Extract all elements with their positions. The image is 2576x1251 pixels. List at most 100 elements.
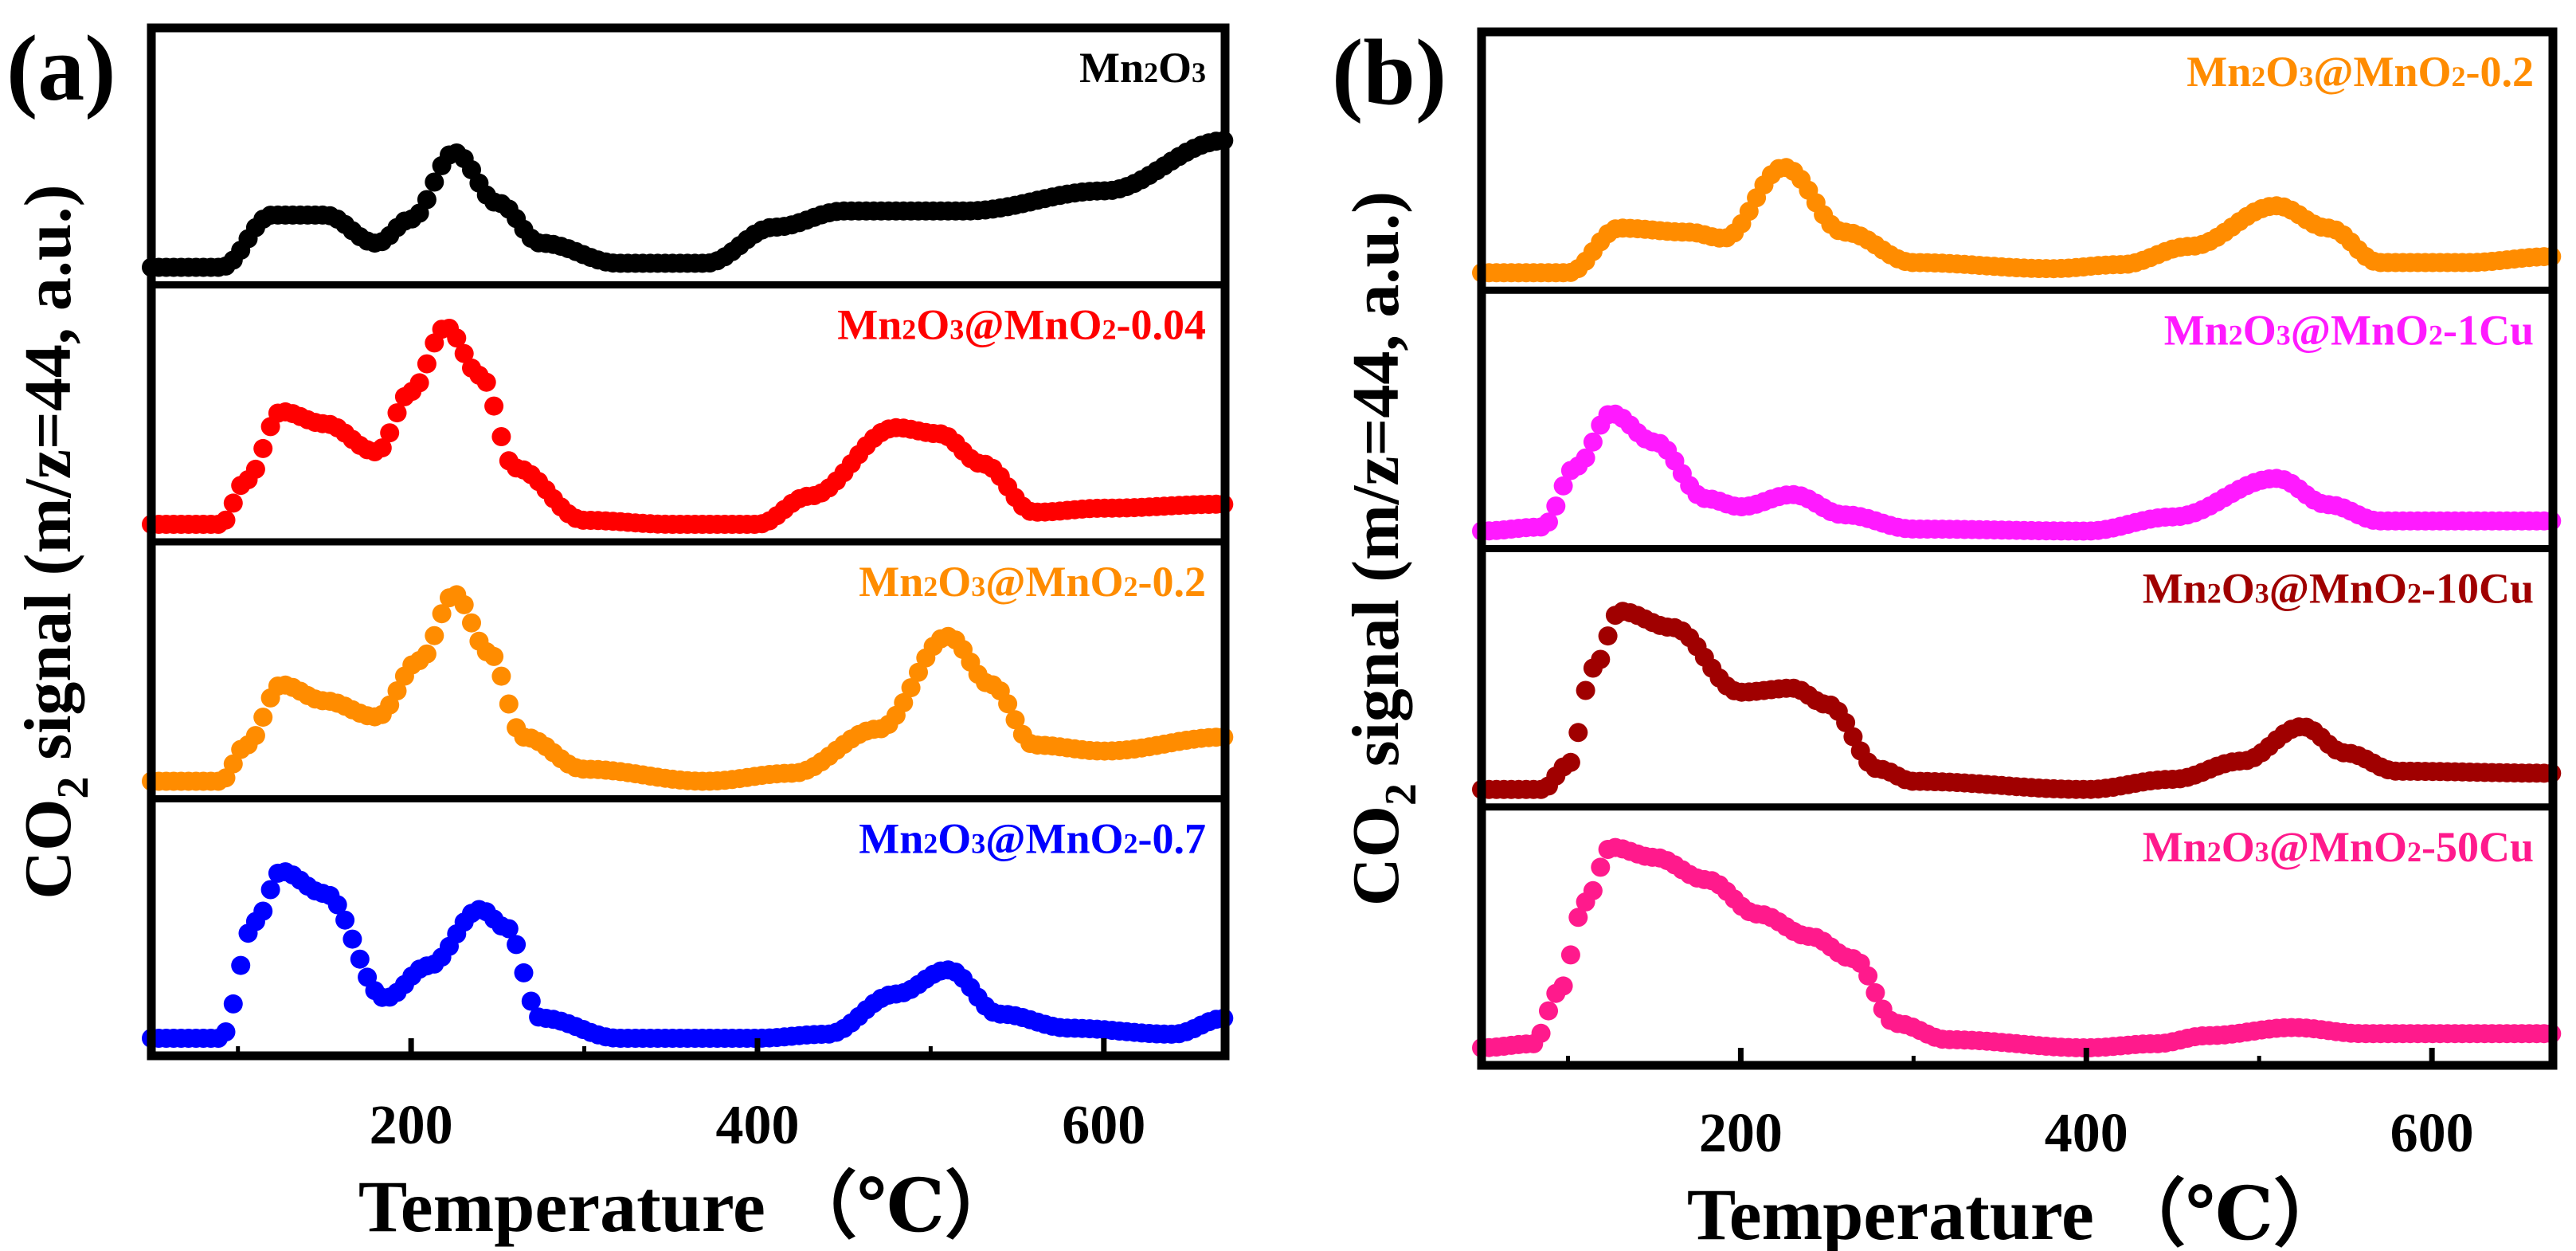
data-point: [1843, 727, 1863, 747]
data-point: [454, 594, 474, 614]
data-point: [387, 681, 407, 700]
data-point: [454, 343, 474, 363]
label-subscript: 2: [2207, 578, 2222, 610]
data-point: [1583, 880, 1603, 900]
panel-a: (a)CO2 signal (m/z=44, a.u.)Mn2O3Mn2O3@M…: [6, 16, 1234, 1247]
data-point: [1560, 752, 1580, 772]
data-point: [1583, 432, 1603, 452]
x-tick-label: 600: [2390, 1103, 2474, 1164]
label-text: @MnO: [985, 815, 1123, 863]
label-text: O: [2243, 306, 2277, 354]
series-1: Mn2O3: [142, 44, 1234, 277]
data-point: [372, 438, 392, 458]
data-point: [484, 396, 504, 416]
label-text: Mn: [837, 301, 902, 349]
data-point: [462, 613, 481, 633]
x-tick-label: 200: [370, 1095, 453, 1156]
label-text: @MnO: [985, 558, 1123, 606]
data-point: [216, 1022, 236, 1041]
label-text: -10Cu: [2421, 565, 2534, 613]
data-point: [894, 692, 914, 712]
series-label: Mn2O3: [1079, 44, 1206, 92]
label-subscript: 3: [2255, 578, 2269, 610]
label-subscript: 3: [971, 571, 985, 602]
data-point: [253, 708, 273, 727]
series-2: Mn2O3@MnO2-1Cu: [1472, 306, 2562, 541]
data-point: [245, 726, 265, 746]
label-subscript: 3: [949, 314, 964, 346]
label-subscript: 2: [1144, 57, 1158, 88]
label-subscript: 2: [2452, 61, 2466, 92]
label-text: -0.7: [1138, 815, 1206, 863]
data-point: [1568, 908, 1588, 927]
data-point: [1591, 857, 1611, 877]
label-subscript: 3: [2255, 836, 2269, 868]
series-4: Mn2O3@MnO2-0.7: [142, 815, 1234, 1048]
data-point: [1576, 680, 1595, 700]
x-tick-label: 400: [2045, 1103, 2128, 1164]
x-tick-label: 200: [1699, 1103, 1783, 1164]
series-3: Mn2O3@MnO2-10Cu: [1472, 565, 2562, 799]
label-text: Mn: [2143, 823, 2207, 871]
y-axis-label: CO2 signal (m/z=44, a.u.): [1339, 191, 1426, 906]
label-subscript: 2: [1124, 828, 1138, 860]
series-label: Mn2O3@MnO2-1Cu: [2164, 306, 2534, 354]
data-point: [1568, 723, 1588, 743]
x-tick-label: 600: [1062, 1095, 1145, 1156]
data-point: [491, 427, 511, 446]
data-point: [335, 910, 355, 930]
data-point: [327, 895, 347, 915]
label-subscript: 3: [971, 828, 985, 860]
data-point: [223, 994, 243, 1014]
data-point: [491, 666, 511, 686]
y-axis-label-main: CO: [1339, 806, 1413, 906]
data-point: [1539, 1001, 1558, 1021]
y-axis-label-main: CO: [11, 799, 85, 900]
label-text: @MnO: [2291, 306, 2429, 354]
label-text: Mn: [2143, 565, 2207, 613]
panel-b: (b)CO2 signal (m/z=44, a.u.)Mn2O3@MnO2-0…: [1332, 20, 2562, 1251]
panel-label: (a): [6, 16, 116, 120]
data-point: [425, 172, 444, 192]
y-axis-label-sub: 2: [49, 777, 98, 799]
label-text: O: [2222, 823, 2255, 871]
label-subscript: 2: [2407, 836, 2421, 868]
label-subscript: 3: [2299, 61, 2313, 92]
data-point: [245, 459, 265, 479]
series-label: Mn2O3@MnO2-0.2: [2186, 48, 2534, 96]
label-subscript: 2: [2207, 836, 2222, 868]
data-point: [514, 963, 534, 982]
label-subscript: 2: [923, 828, 938, 860]
label-subscript: 2: [1124, 571, 1138, 602]
data-point: [1553, 976, 1573, 996]
x-axis-label: Temperature （℃）: [1687, 1174, 2347, 1251]
x-tick-label: 400: [715, 1095, 799, 1156]
data-point: [1560, 945, 1580, 965]
data-point: [1598, 626, 1618, 646]
data-point: [998, 694, 1018, 714]
label-text: O: [2265, 48, 2299, 96]
label-text: Mn: [859, 558, 923, 606]
data-point: [901, 678, 921, 698]
y-axis-label-sub: 2: [1376, 783, 1426, 806]
series-label: Mn2O3@MnO2-10Cu: [2143, 565, 2534, 613]
data-point: [1553, 476, 1573, 496]
label-text: -0.2: [2466, 48, 2534, 96]
data-point: [1591, 649, 1611, 669]
data-point: [432, 604, 452, 624]
label-subscript: 3: [2277, 319, 2291, 351]
data-point: [1539, 512, 1558, 532]
label-text: @MnO: [2269, 565, 2407, 613]
data-point: [253, 438, 273, 458]
series-label: Mn2O3@MnO2-0.2: [859, 558, 1206, 606]
data-point: [1005, 710, 1025, 730]
data-point: [447, 328, 467, 348]
panel-label: (b): [1332, 20, 1447, 124]
series-1: Mn2O3@MnO2-0.2: [1472, 48, 2562, 283]
series-2: Mn2O3@MnO2-0.04: [142, 301, 1234, 534]
y-axis-label-rest: signal (m/z=44, a.u.): [11, 184, 85, 776]
data-point: [499, 919, 519, 939]
data-point: [521, 991, 541, 1011]
label-text: @MnO: [964, 301, 1102, 349]
